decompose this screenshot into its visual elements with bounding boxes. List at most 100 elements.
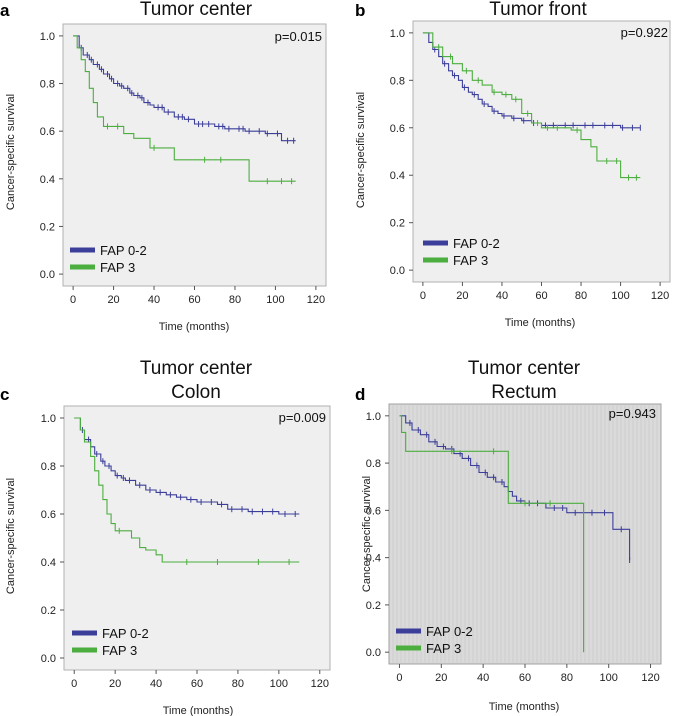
y-tick-label: 0.8 xyxy=(40,79,55,91)
p-value-label: p=0.009 xyxy=(279,410,326,425)
x-tick-label: 0 xyxy=(71,678,77,690)
x-tick-label: 80 xyxy=(575,290,587,302)
x-tick-label: 40 xyxy=(496,290,508,302)
y-axis-title: Cancer-specific survival xyxy=(361,476,373,592)
x-tick-label: 100 xyxy=(266,294,284,306)
panel-title-line-1: Tumor center xyxy=(468,358,581,379)
plot-area xyxy=(62,23,327,287)
background-texture xyxy=(392,405,658,663)
panel-b: b Tumor front 0 20 40 60 80 100 120 0.0 0.2 0.4 0.… xyxy=(355,0,671,329)
legend-label-fap-0-2: FAP 0-2 xyxy=(100,243,147,258)
x-tick-label: 120 xyxy=(641,672,659,684)
y-tick-label: 0.2 xyxy=(40,221,55,233)
y-tick-label: 0.2 xyxy=(390,218,405,230)
legend: FAP 0-2 FAP 3 xyxy=(72,626,149,658)
panel-letter: c xyxy=(0,385,9,404)
panel-a: a Tumor center 0 20 40 60 80 100 120 0.0 0.2 0.4 0… xyxy=(0,0,327,333)
p-value-label: p=0.943 xyxy=(609,406,656,421)
y-tick-label: 0.6 xyxy=(40,126,55,138)
panel-title-line-2: Rectum xyxy=(491,382,556,403)
x-tick-label: 80 xyxy=(561,672,573,684)
y-tick-label: 0.4 xyxy=(41,557,56,569)
y-tick-label: 0.6 xyxy=(41,509,56,521)
panel-title: Tumor center xyxy=(140,0,253,20)
x-tick-label: 0 xyxy=(396,672,402,684)
x-tick-label: 80 xyxy=(232,678,244,690)
y-tick-label: 0.4 xyxy=(366,553,381,565)
x-tick-label: 40 xyxy=(150,678,162,690)
panel-letter: a xyxy=(0,1,10,20)
x-tick-label: 60 xyxy=(535,290,547,302)
x-axis-title: Time (months) xyxy=(489,701,560,713)
x-tick-label: 0 xyxy=(70,294,76,306)
y-tick-label: 0.8 xyxy=(366,458,381,470)
x-tick-label: 60 xyxy=(188,294,200,306)
x-tick-label: 60 xyxy=(519,672,531,684)
panel-letter: b xyxy=(355,1,365,20)
plot-area xyxy=(412,20,671,283)
legend-label-fap-3: FAP 3 xyxy=(100,260,135,275)
x-tick-label: 60 xyxy=(191,678,203,690)
y-tick-label: 0.0 xyxy=(41,653,56,665)
x-tick-label: 40 xyxy=(477,672,489,684)
y-tick-label: 0.6 xyxy=(366,505,381,517)
legend-label-fap-3: FAP 3 xyxy=(453,253,488,268)
y-axis-title: Cancer-specific survival xyxy=(355,92,367,208)
x-axis-title: Time (months) xyxy=(163,705,234,716)
plot-area xyxy=(63,405,331,671)
km-curve-fap-0-2 xyxy=(74,417,300,515)
km-curve-fap-3 xyxy=(399,415,585,653)
legend-label-fap-0-2: FAP 0-2 xyxy=(102,626,149,641)
p-value-label: p=0.922 xyxy=(621,25,668,40)
x-tick-label: 20 xyxy=(107,294,119,306)
x-tick-label: 20 xyxy=(435,672,447,684)
y-tick-label: 0.8 xyxy=(41,461,56,473)
legend-label-fap-0-2: FAP 0-2 xyxy=(426,624,473,639)
panel-title-line-2: Colon xyxy=(171,382,221,403)
x-tick-label: 120 xyxy=(311,678,329,690)
y-axis-title: Cancer-specific survival xyxy=(5,94,17,210)
legend-label-fap-0-2: FAP 0-2 xyxy=(453,236,500,251)
y-tick-label: 1.0 xyxy=(40,31,55,43)
panel-title: Tumor front xyxy=(489,0,587,20)
y-tick-label: 0.6 xyxy=(390,123,405,135)
x-tick-label: 120 xyxy=(307,294,325,306)
km-curve-fap-3 xyxy=(73,35,296,182)
x-tick-label: 20 xyxy=(456,290,468,302)
km-curve-fap-0-2 xyxy=(73,35,296,142)
legend: FAP 0-2 FAP 3 xyxy=(423,236,500,268)
y-tick-label: 1.0 xyxy=(390,28,405,40)
x-tick-label: 0 xyxy=(420,290,426,302)
x-tick-label: 80 xyxy=(229,294,241,306)
x-axis-title: Time (months) xyxy=(505,317,576,329)
panel-c: c Tumor center Colon 0 20 40 60 80 100 120 0.0 0… xyxy=(0,358,331,716)
x-tick-label: 100 xyxy=(611,290,629,302)
legend-label-fap-3: FAP 3 xyxy=(102,643,137,658)
y-tick-label: 0.4 xyxy=(40,174,55,186)
km-curve-fap-3 xyxy=(422,32,641,179)
x-tick-label: 20 xyxy=(109,678,121,690)
y-tick-label: 0.8 xyxy=(390,75,405,87)
legend: FAP 0-2 FAP 3 xyxy=(396,624,473,656)
p-value-label: p=0.015 xyxy=(275,29,322,44)
y-tick-label: 0.0 xyxy=(366,647,381,659)
panel-letter: d xyxy=(355,385,365,404)
legend-label-fap-3: FAP 3 xyxy=(426,641,461,656)
y-tick-label: 0.0 xyxy=(390,265,405,277)
y-tick-label: 0.2 xyxy=(366,600,381,612)
panel-d: d Tumor center Rectum 0 20 40 60 80 100 120 0.0… xyxy=(355,358,662,713)
x-tick-label: 120 xyxy=(651,290,669,302)
y-tick-label: 0.2 xyxy=(41,605,56,617)
panel-title-line-1: Tumor center xyxy=(140,358,253,379)
y-tick-label: 1.0 xyxy=(41,413,56,425)
y-tick-label: 0.0 xyxy=(40,269,55,281)
y-tick-label: 1.0 xyxy=(366,411,381,423)
x-axis-title: Time (months) xyxy=(159,321,230,333)
km-curve-fap-0-2 xyxy=(399,415,631,560)
x-tick-label: 40 xyxy=(148,294,160,306)
km-curve-fap-3 xyxy=(74,417,300,563)
x-tick-label: 100 xyxy=(270,678,288,690)
legend: FAP 0-2 FAP 3 xyxy=(70,243,147,275)
y-axis-title: Cancer-specific survival xyxy=(5,478,17,594)
